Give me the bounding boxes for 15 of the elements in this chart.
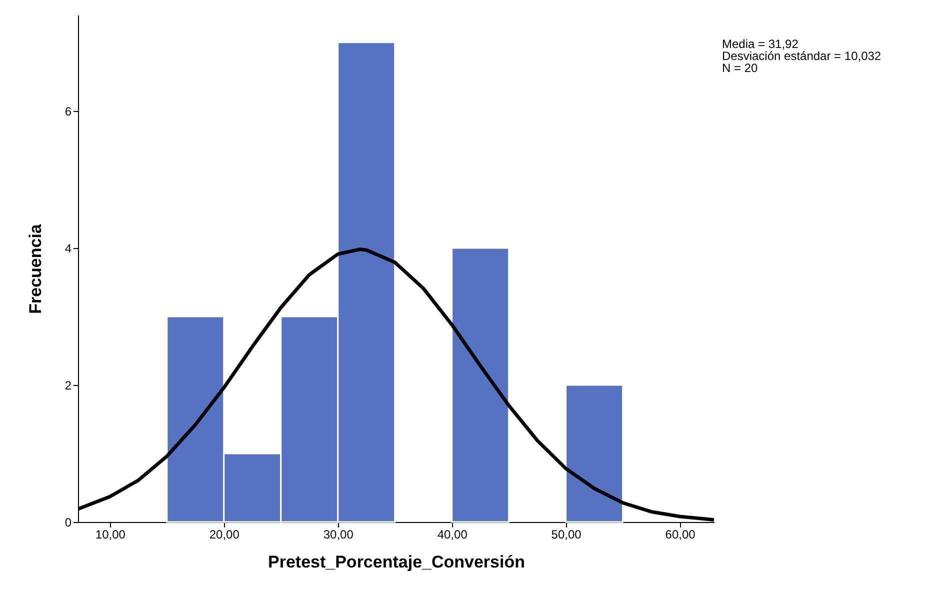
y-tick-label: 6 (64, 104, 72, 118)
x-tick-label: 40,00 (437, 528, 468, 542)
x-tick-label: 50,00 (551, 528, 582, 542)
x-axis-title: Pretest_Porcentaje_Conversión (268, 552, 525, 572)
x-tick-label: 60,00 (665, 528, 696, 542)
x-tick-label: 30,00 (323, 528, 354, 542)
text: N = 20 (722, 61, 758, 75)
y-tick-label: 4 (64, 241, 72, 256)
y-tick-label: 0 (64, 516, 72, 530)
x-tick-label: 10,00 (95, 528, 126, 542)
y-tick-label: 2 (64, 378, 72, 392)
text: Media = 31,92 (722, 37, 799, 51)
text: Desviación estándar = 10,032 (722, 49, 882, 63)
y-axis-title: Frecuencia (26, 224, 45, 314)
x-tick-label: 20,00 (209, 528, 240, 542)
